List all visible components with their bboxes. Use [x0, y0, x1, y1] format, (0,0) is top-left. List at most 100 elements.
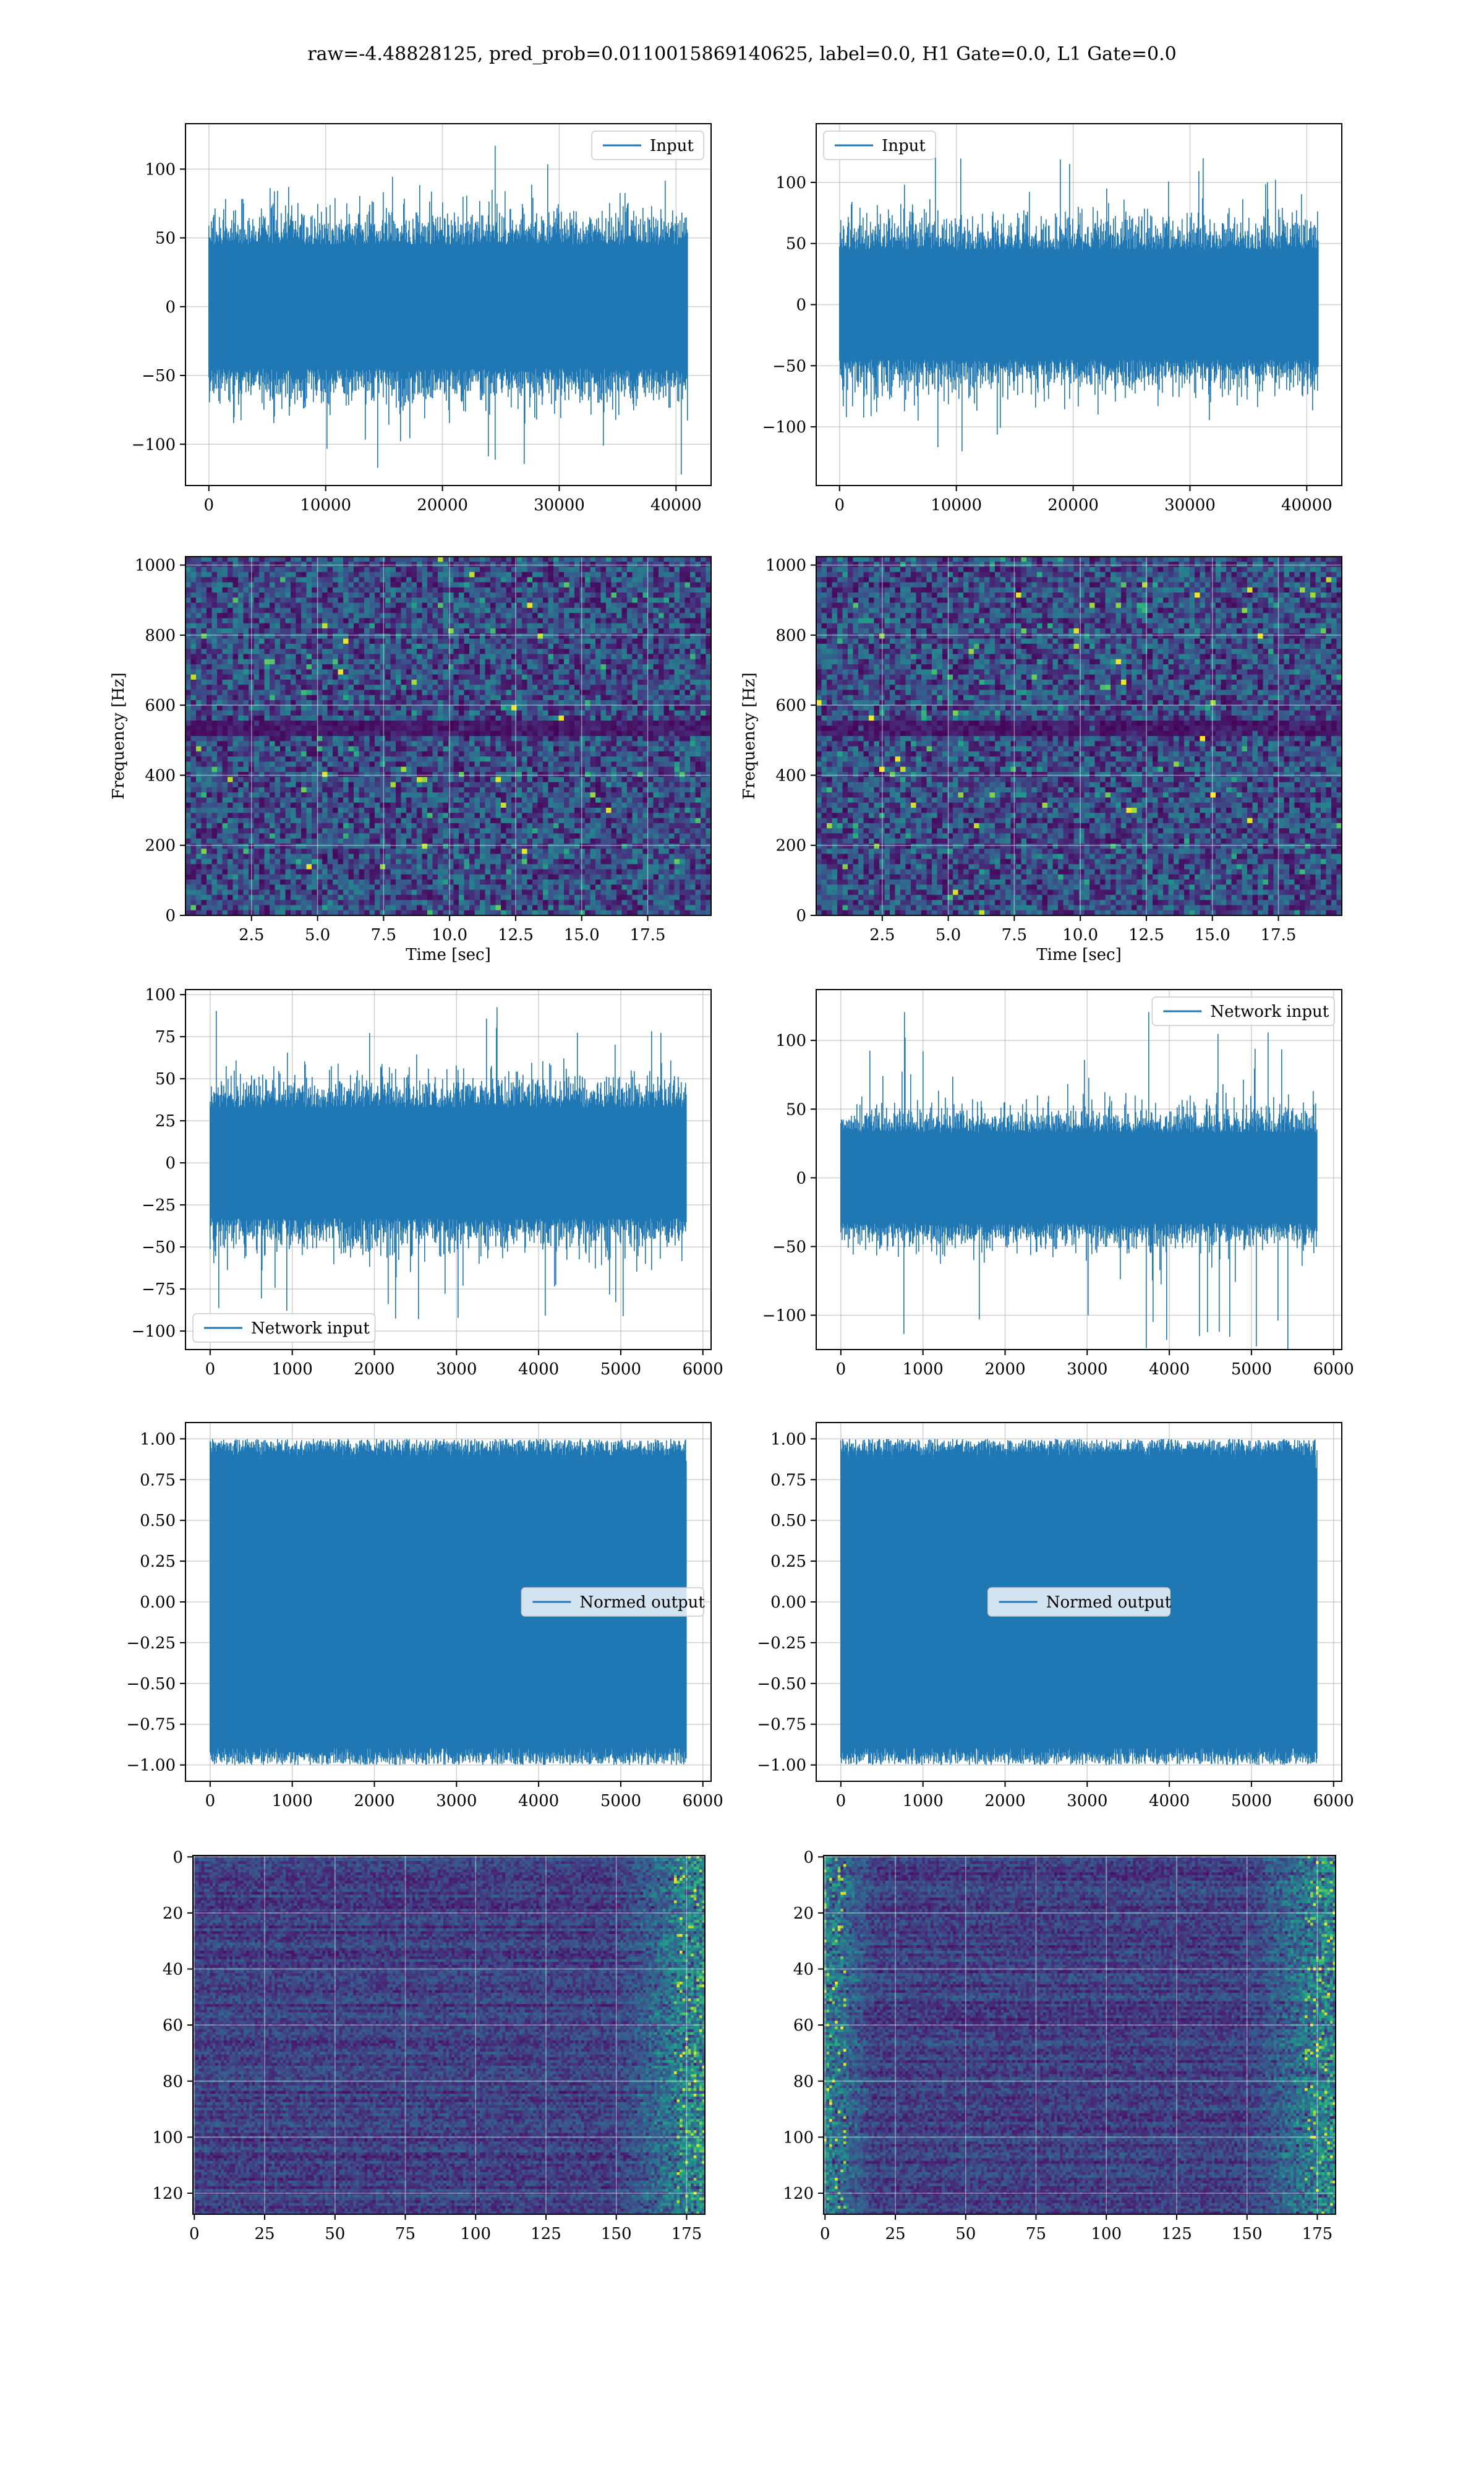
heatmap-cell	[659, 675, 664, 680]
heatmap-cell	[359, 613, 365, 618]
heatmap-cell	[223, 664, 228, 670]
heatmap-cell	[296, 654, 302, 659]
heatmap-cell	[296, 608, 302, 614]
heatmap-cell	[286, 557, 291, 562]
heatmap-cell	[548, 582, 554, 588]
heatmap-cell	[595, 608, 601, 614]
heatmap-cell	[633, 597, 638, 603]
heatmap-cell	[312, 623, 317, 629]
heatmap-cell	[664, 613, 670, 618]
heatmap-cell	[511, 577, 517, 583]
heatmap-cell	[585, 664, 591, 670]
heatmap-cell	[380, 597, 386, 603]
heatmap-cell	[585, 623, 591, 629]
heatmap-cell	[354, 628, 359, 634]
heatmap-cell	[532, 588, 538, 593]
heatmap-cell	[196, 613, 202, 618]
heatmap-cell	[443, 654, 449, 659]
heatmap-cell	[280, 623, 286, 629]
heatmap-cell	[538, 562, 544, 567]
heatmap-cell	[275, 618, 281, 623]
heatmap-cell	[312, 618, 317, 623]
heatmap-cell	[606, 582, 612, 588]
heatmap-cell	[328, 572, 333, 578]
heatmap-cell	[401, 623, 407, 629]
heatmap-cell	[207, 680, 212, 685]
heatmap-cell	[202, 628, 207, 634]
heatmap-cell	[690, 588, 696, 593]
heatmap-cell	[422, 597, 428, 603]
heatmap-cell	[569, 572, 575, 578]
heatmap-cell	[569, 639, 575, 644]
heatmap-cell	[354, 603, 359, 609]
heatmap-cell	[370, 649, 375, 654]
heatmap-cell	[664, 664, 670, 670]
heatmap-cell	[417, 557, 422, 562]
heatmap-cell	[454, 597, 459, 603]
heatmap-cell	[322, 597, 328, 603]
heatmap-cell	[343, 613, 349, 618]
heatmap-cell	[391, 618, 396, 623]
heatmap-cell	[564, 593, 569, 598]
heatmap-cell	[654, 644, 659, 649]
heatmap-cell	[659, 649, 664, 654]
heatmap-cell	[701, 628, 706, 634]
heatmap-cell	[612, 628, 617, 634]
heatmap-cell	[616, 669, 622, 675]
heatmap-cell	[196, 685, 202, 690]
heatmap-cell	[375, 597, 380, 603]
heatmap-cell	[202, 562, 207, 567]
heatmap-cell	[496, 593, 501, 598]
heatmap-cell	[532, 572, 538, 578]
heatmap-cell	[265, 654, 270, 659]
heatmap-cell	[364, 577, 370, 583]
heatmap-cell	[217, 639, 223, 644]
heatmap-cell	[422, 572, 428, 578]
heatmap-cell	[633, 675, 638, 680]
heatmap-cell	[244, 680, 249, 685]
heatmap-cell	[259, 588, 265, 593]
heatmap-cell	[422, 664, 428, 670]
heatmap-cell	[328, 649, 333, 654]
heatmap-cell	[217, 685, 223, 690]
heatmap-cell	[286, 597, 291, 603]
heatmap-cell	[307, 639, 312, 644]
heatmap-cell	[223, 562, 228, 567]
heatmap-cell	[223, 567, 228, 573]
heatmap-cell	[517, 577, 522, 583]
heatmap-cell	[296, 567, 302, 573]
heatmap-cell	[601, 649, 607, 654]
heatmap-cell	[328, 644, 333, 649]
heatmap-cell	[669, 654, 675, 659]
heatmap-cell	[291, 644, 296, 649]
heatmap-cell	[244, 654, 249, 659]
heatmap-cell	[364, 639, 370, 644]
heatmap-cell	[307, 628, 312, 634]
heatmap-cell	[511, 562, 517, 567]
heatmap-cell	[696, 664, 701, 670]
heatmap-cell	[259, 618, 265, 623]
heatmap-cell	[343, 588, 349, 593]
heatmap-cell	[333, 608, 338, 614]
heatmap-cell	[464, 649, 470, 654]
heatmap-cell	[233, 562, 239, 567]
heatmap-cell	[212, 644, 218, 649]
heatmap-cell	[454, 557, 459, 562]
heatmap-cell	[370, 639, 375, 644]
heatmap-cell	[454, 623, 459, 629]
heatmap-cell	[354, 613, 359, 618]
heatmap-cell	[385, 654, 391, 659]
heatmap-cell	[553, 633, 559, 639]
x-tick-label: 20000	[417, 496, 468, 515]
heatmap-cell	[616, 582, 622, 588]
heatmap-cell	[680, 680, 685, 685]
heatmap-cell	[228, 577, 233, 583]
heatmap-cell	[659, 582, 664, 588]
heatmap-cell	[690, 654, 696, 659]
heatmap-cell	[291, 567, 296, 573]
heatmap-cell	[265, 593, 270, 598]
heatmap-cell	[443, 618, 449, 623]
heatmap-cell	[580, 588, 586, 593]
heatmap-cell	[454, 582, 459, 588]
heatmap-cell	[286, 669, 291, 675]
